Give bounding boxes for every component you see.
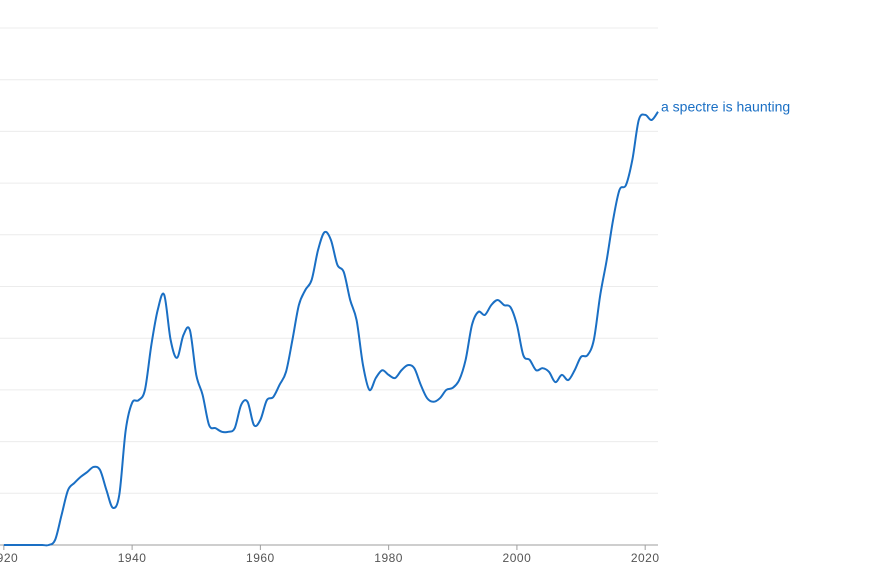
x-tick-label: 2000 <box>503 551 532 565</box>
x-tick-label: 2020 <box>631 551 660 565</box>
series-line <box>3 111 659 547</box>
series-label: a spectre is haunting <box>661 98 790 114</box>
x-tick-label: 1920 <box>0 551 18 565</box>
x-tick-label: 1940 <box>118 551 147 565</box>
x-tick-label: 1980 <box>374 551 403 565</box>
x-tick-label: 1960 <box>246 551 275 565</box>
